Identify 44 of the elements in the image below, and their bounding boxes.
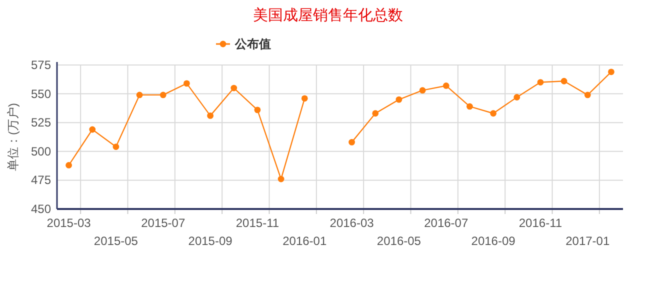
point bbox=[160, 92, 166, 98]
y-tick-label: 550 bbox=[30, 86, 52, 101]
point bbox=[184, 80, 190, 87]
y-tick-label: 525 bbox=[30, 116, 52, 130]
point bbox=[136, 92, 143, 98]
point bbox=[348, 138, 355, 146]
y-tick-label: 450 bbox=[30, 202, 52, 216]
point bbox=[254, 106, 261, 114]
point bbox=[230, 84, 238, 92]
y-tick-label: 575 bbox=[30, 58, 52, 72]
x-tick-label: 2016-05 bbox=[376, 234, 422, 248]
point bbox=[442, 82, 450, 89]
x-tick-label: 2016-09 bbox=[471, 234, 516, 248]
point bbox=[608, 68, 614, 76]
point bbox=[466, 103, 473, 110]
x-tick-label: 2015-09 bbox=[188, 234, 233, 248]
x-tick-label: 2016-07 bbox=[424, 216, 468, 230]
y-tick-label: 500 bbox=[30, 144, 52, 158]
point bbox=[584, 92, 591, 98]
point bbox=[490, 110, 496, 117]
point bbox=[301, 95, 308, 102]
point bbox=[560, 78, 568, 84]
point bbox=[396, 96, 402, 103]
x-tick-label: 2015-11 bbox=[236, 216, 280, 230]
x-tick-label: 2015-05 bbox=[94, 234, 138, 248]
point bbox=[419, 87, 426, 94]
point bbox=[537, 79, 544, 86]
point bbox=[89, 126, 96, 133]
x-tick-label: 2017-01 bbox=[566, 234, 610, 248]
x-tick-label: 2016-01 bbox=[282, 234, 327, 248]
point bbox=[207, 112, 214, 119]
x-tick-label: 2016-11 bbox=[518, 216, 562, 230]
point bbox=[278, 176, 284, 182]
x-tick-label: 2016-03 bbox=[330, 216, 374, 230]
chart-title: 美国成屋销售年化总数 bbox=[253, 7, 403, 24]
point bbox=[514, 94, 520, 100]
legend-label: 公布值 bbox=[234, 37, 271, 51]
y-tick-label: 475 bbox=[30, 173, 52, 188]
x-tick-label: 2015-03 bbox=[46, 216, 92, 230]
point bbox=[372, 110, 379, 117]
y-axis-title: 单位：(万户) bbox=[6, 103, 20, 171]
x-tick-label: 2015-07 bbox=[141, 216, 186, 230]
point bbox=[112, 144, 120, 150]
point bbox=[66, 162, 72, 168]
